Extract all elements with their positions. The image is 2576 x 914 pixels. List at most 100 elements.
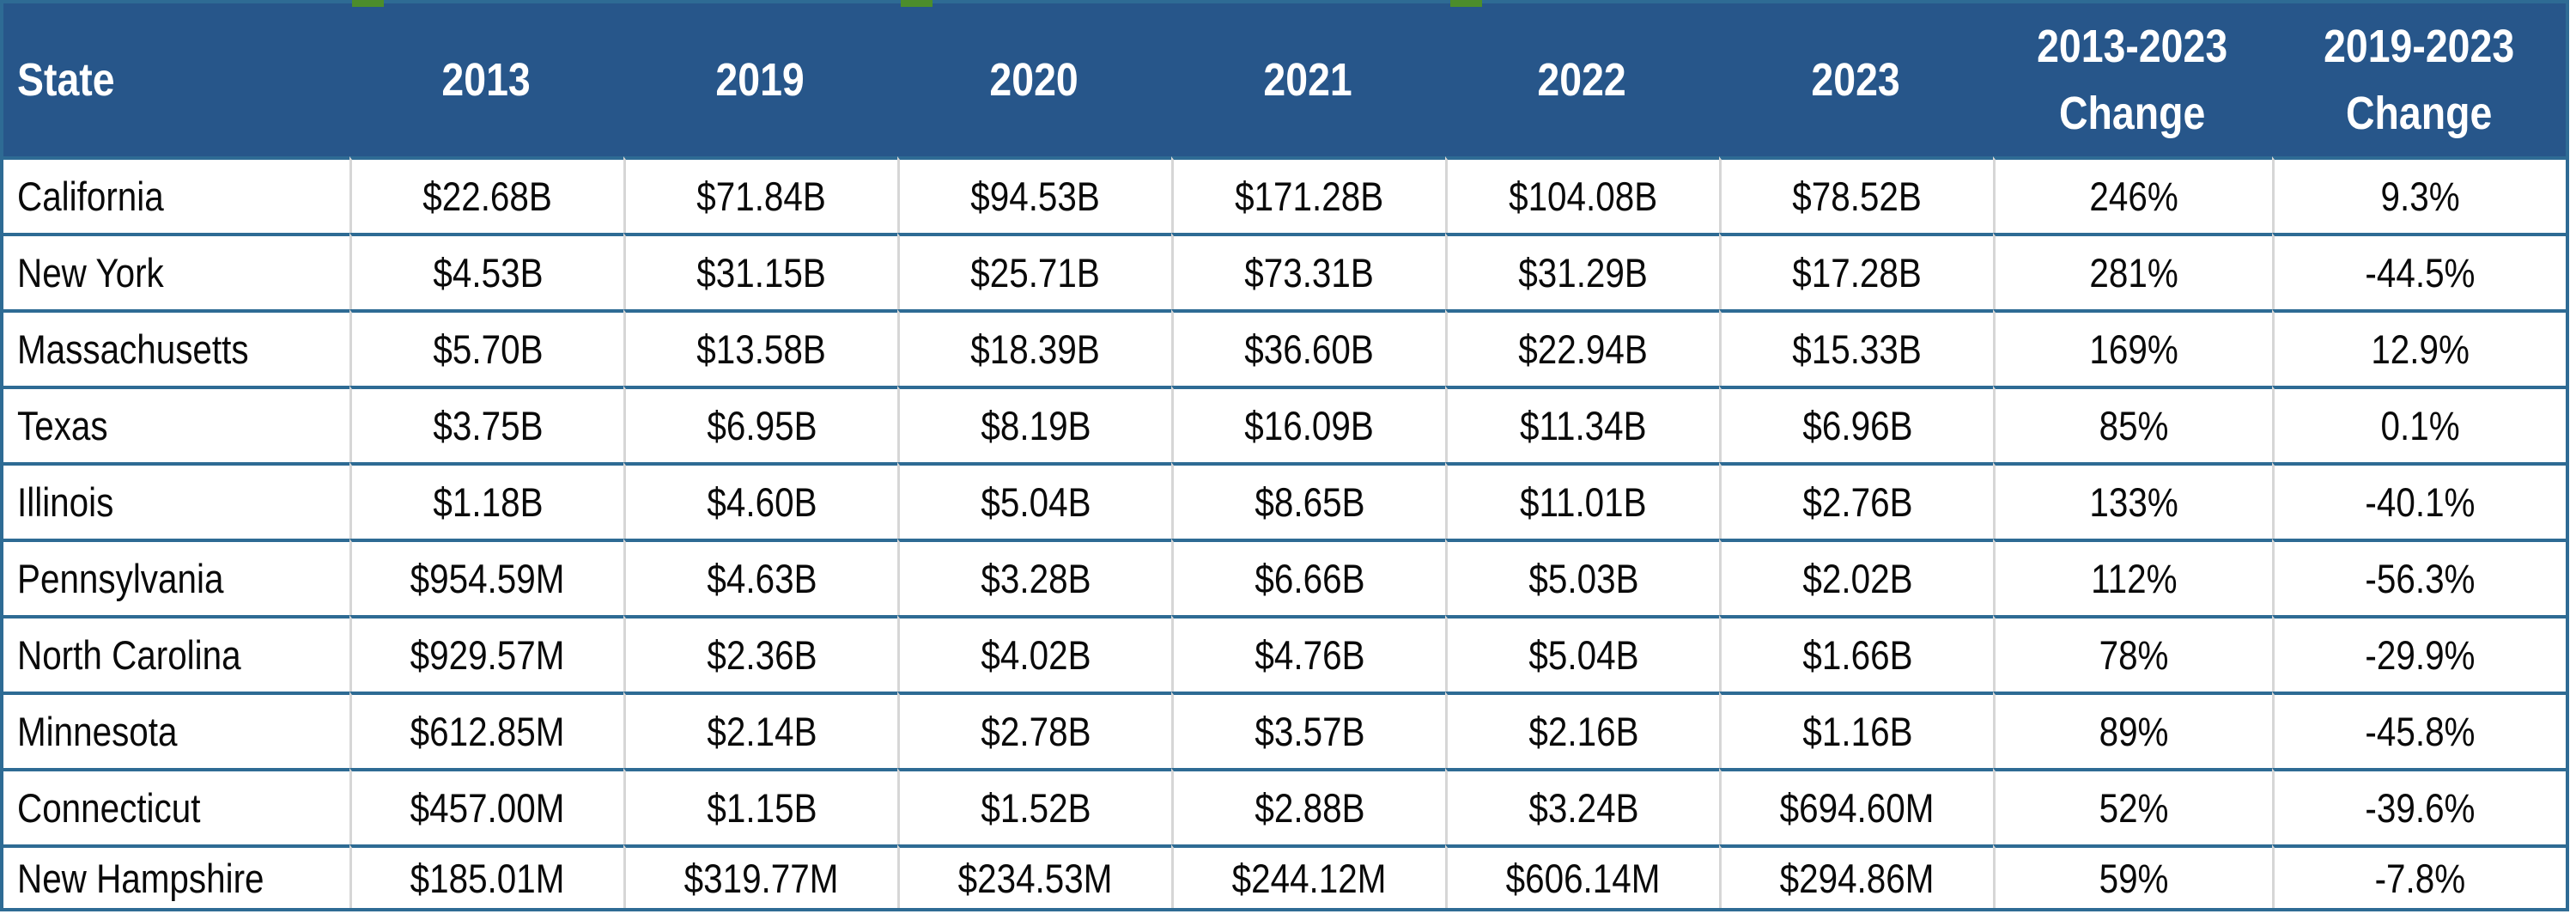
cell-change-2013-2023: 281% — [1993, 233, 2272, 309]
value: $36.60B — [1244, 326, 1375, 372]
cell-change-2019-2023: -44.5% — [2272, 233, 2566, 309]
cell-2023: $2.76B — [1719, 462, 1993, 539]
value: $2.02B — [1801, 556, 1913, 601]
state-name: Texas — [17, 403, 108, 448]
state-name: New Hampshire — [17, 855, 264, 901]
cell-state: New York — [3, 233, 349, 309]
value: $22.68B — [422, 174, 553, 219]
header-label: State — [17, 54, 115, 106]
cell-2020: $8.19B — [897, 386, 1171, 462]
header-cell-2023: 2023 — [1719, 3, 1993, 156]
change-value: 12.9% — [2371, 326, 2470, 372]
value: $457.00M — [410, 785, 565, 831]
cell-change-2019-2023: -45.8% — [2272, 692, 2566, 768]
green-artifact-mark — [901, 0, 933, 7]
value: $1.66B — [1801, 632, 1913, 678]
cell-2013: $457.00M — [349, 768, 623, 844]
change-value: 281% — [2089, 250, 2178, 296]
cell-change-2019-2023: -29.9% — [2272, 615, 2566, 692]
cell-2019: $2.36B — [623, 615, 897, 692]
value: $5.04B — [1528, 632, 1639, 678]
value: $3.28B — [980, 556, 1091, 601]
value: $2.14B — [706, 709, 817, 754]
value: $8.19B — [980, 403, 1091, 448]
cell-2019: $2.14B — [623, 692, 897, 768]
cell-change-2013-2023: 85% — [1993, 386, 2272, 462]
value: $13.58B — [696, 326, 827, 372]
cell-change-2019-2023: 9.3% — [2272, 156, 2566, 233]
cell-change-2013-2023: 78% — [1993, 615, 2272, 692]
cell-2022: $5.04B — [1445, 615, 1719, 692]
header-cell-2021: 2021 — [1171, 3, 1445, 156]
cell-2023: $694.60M — [1719, 768, 1993, 844]
cell-2021: $4.76B — [1171, 615, 1445, 692]
header-label: 2013-2023 Change — [2037, 13, 2227, 148]
cell-2019: $4.60B — [623, 462, 897, 539]
value: $2.76B — [1801, 479, 1913, 525]
change-value: 9.3% — [2380, 174, 2460, 219]
value: $15.33B — [1792, 326, 1923, 372]
cell-2021: $8.65B — [1171, 462, 1445, 539]
value: $5.03B — [1528, 556, 1639, 601]
cell-state: New Hampshire — [3, 844, 349, 908]
cell-change-2013-2023: 59% — [1993, 844, 2272, 908]
change-value: 246% — [2089, 174, 2178, 219]
value: $73.31B — [1244, 250, 1375, 296]
value: $4.53B — [432, 250, 544, 296]
cell-2023: $294.86M — [1719, 844, 1993, 908]
value: $3.57B — [1254, 709, 1365, 754]
change-value: 112% — [2090, 556, 2178, 601]
change-value: -39.6% — [2365, 785, 2476, 831]
cell-2022: $5.03B — [1445, 539, 1719, 615]
change-value: 78% — [2099, 632, 2169, 678]
cell-2019: $6.95B — [623, 386, 897, 462]
state-name: Massachusetts — [17, 326, 249, 372]
cell-2013: $1.18B — [349, 462, 623, 539]
state-name: Illinois — [17, 479, 114, 525]
state-name: Minnesota — [17, 709, 178, 754]
cell-2023: $6.96B — [1719, 386, 1993, 462]
value: $1.52B — [980, 785, 1091, 831]
cell-2020: $1.52B — [897, 768, 1171, 844]
value: $954.59M — [410, 556, 565, 601]
value: $171.28B — [1235, 174, 1384, 219]
cell-state: Illinois — [3, 462, 349, 539]
cell-2020: $94.53B — [897, 156, 1171, 233]
cell-change-2019-2023: 12.9% — [2272, 309, 2566, 386]
value: $2.78B — [980, 709, 1091, 754]
value: $11.34B — [1520, 403, 1647, 448]
value: $8.65B — [1254, 479, 1365, 525]
value: $71.84B — [696, 174, 827, 219]
change-value: 85% — [2099, 403, 2169, 448]
value: $319.77M — [684, 855, 839, 901]
cell-2022: $31.29B — [1445, 233, 1719, 309]
header-cell-state: State — [3, 3, 349, 156]
value: $4.76B — [1254, 632, 1365, 678]
header-label: 2021 — [1263, 54, 1353, 106]
cell-2022: $11.34B — [1445, 386, 1719, 462]
cell-change-2019-2023: -56.3% — [2272, 539, 2566, 615]
value: $1.18B — [432, 479, 544, 525]
green-artifact-mark — [1450, 0, 1482, 7]
change-value: -40.1% — [2365, 479, 2476, 525]
header-label: 2019 — [715, 54, 805, 106]
cell-2013: $22.68B — [349, 156, 623, 233]
change-value: -7.8% — [2374, 855, 2466, 901]
value: $244.12M — [1232, 855, 1387, 901]
value: $11.01B — [1520, 479, 1647, 525]
cell-2020: $25.71B — [897, 233, 1171, 309]
value: $6.96B — [1801, 403, 1913, 448]
cell-2023: $15.33B — [1719, 309, 1993, 386]
change-value: 169% — [2089, 326, 2178, 372]
cell-change-2019-2023: -39.6% — [2272, 768, 2566, 844]
change-value: -45.8% — [2365, 709, 2476, 754]
header-label: 2020 — [989, 54, 1079, 106]
value: $4.60B — [706, 479, 817, 525]
header-label: 2023 — [1811, 54, 1901, 106]
cell-2021: $3.57B — [1171, 692, 1445, 768]
cell-2023: $1.16B — [1719, 692, 1993, 768]
value: $25.71B — [970, 250, 1101, 296]
state-name: North Carolina — [17, 632, 241, 678]
